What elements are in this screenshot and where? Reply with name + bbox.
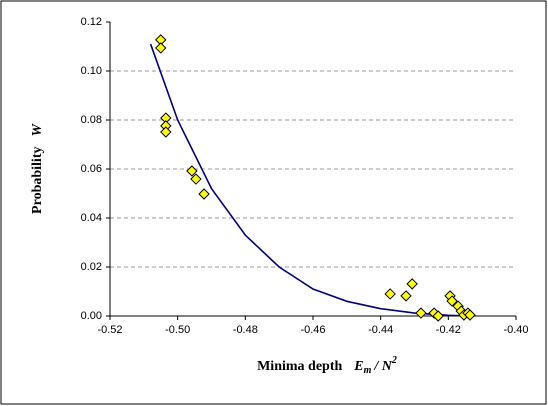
data-point (432, 310, 444, 322)
x-tick-label: -0.50 (165, 324, 190, 336)
data-point (446, 295, 458, 307)
x-tick-label: -0.42 (436, 324, 461, 336)
x-tick-label: -0.44 (368, 324, 393, 336)
x-axis-title: Minima depth Em / N2 (257, 355, 397, 376)
data-point (186, 165, 198, 177)
y-tick-label: 0.04 (81, 212, 102, 224)
data-point (160, 126, 172, 138)
y-tick-label: 0.02 (81, 261, 102, 273)
y-tick-label: 0.06 (81, 163, 102, 175)
data-point (400, 290, 412, 302)
y-tick-label: 0.10 (81, 65, 102, 77)
data-point (198, 188, 210, 200)
data-point (384, 288, 396, 300)
y-tick-label: 0.00 (81, 310, 102, 322)
x-tick-label: -0.52 (97, 324, 122, 336)
y-tick-label: 0.12 (81, 16, 102, 28)
x-tick-label: -0.48 (233, 324, 258, 336)
data-point (406, 278, 418, 290)
data-point (415, 307, 427, 319)
data-point (464, 309, 476, 321)
x-tick-label: -0.46 (300, 324, 325, 336)
x-tick-label: -0.40 (503, 324, 528, 336)
data-point (155, 42, 167, 54)
y-tick-label: 0.08 (81, 114, 102, 126)
y-axis-title: ProbabilityW (30, 123, 45, 214)
data-point (190, 173, 202, 185)
